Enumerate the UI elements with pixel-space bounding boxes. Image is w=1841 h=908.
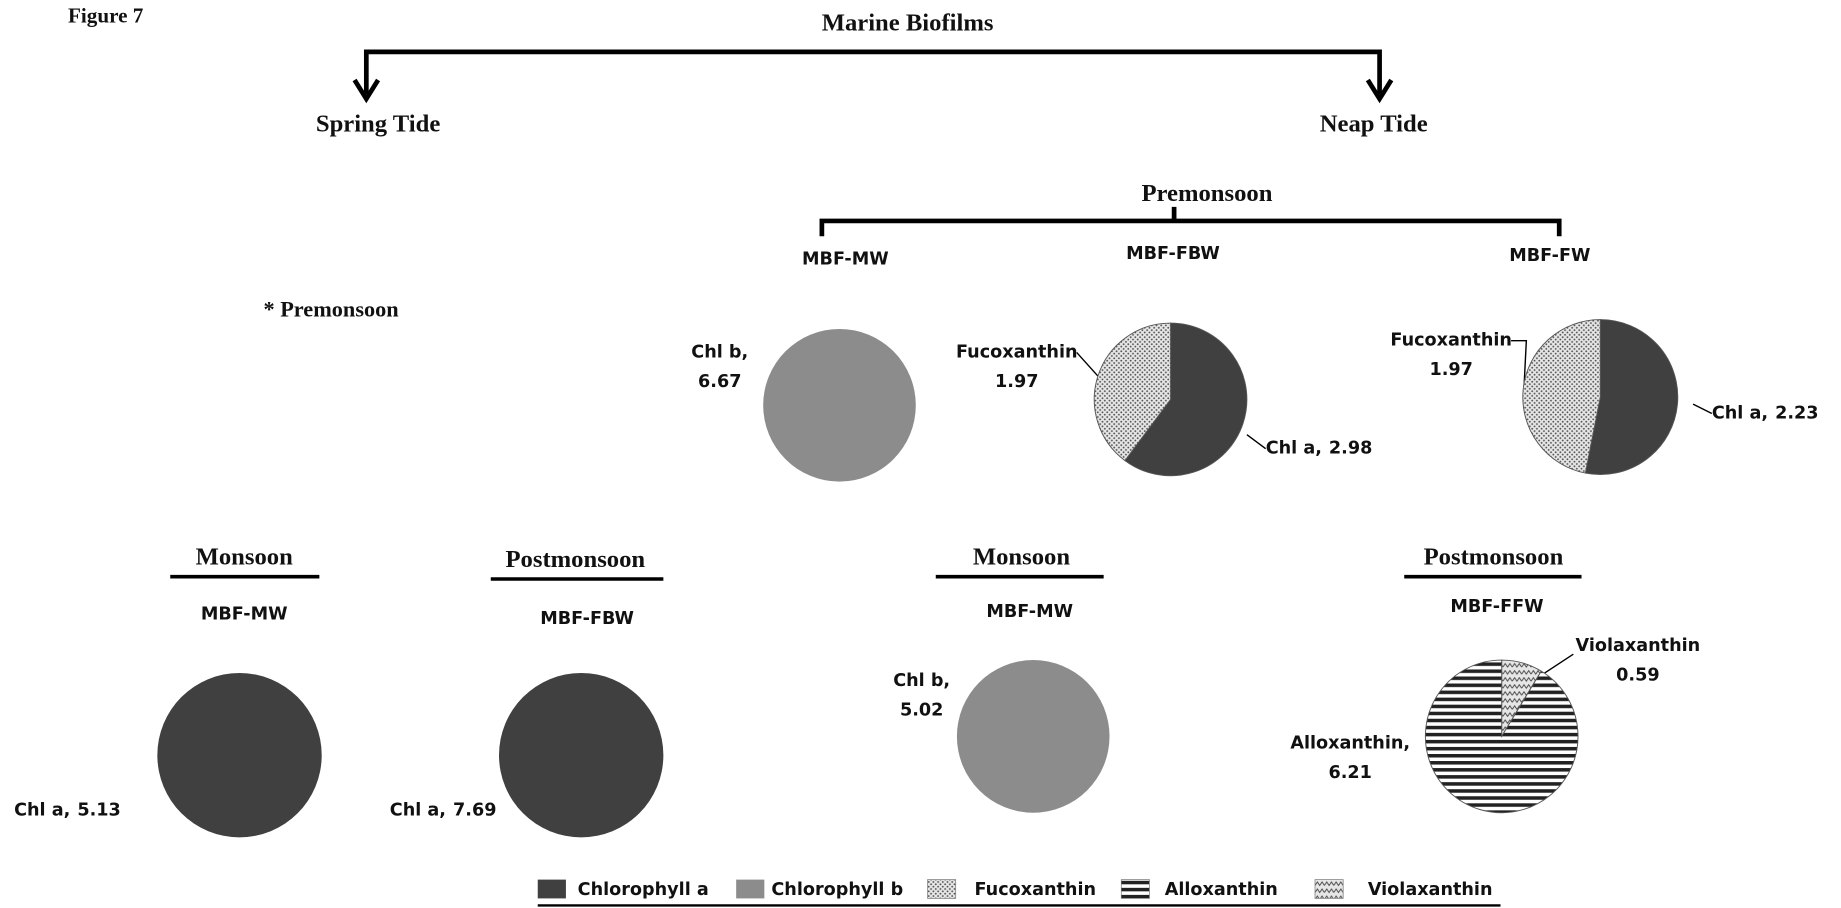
label-value: 7.69 xyxy=(453,800,496,820)
legend-swatch xyxy=(736,879,765,899)
pie-title: MBF-FW xyxy=(1509,246,1590,266)
pie-slice xyxy=(763,328,916,482)
season-heading: Postmonsoon xyxy=(1424,544,1564,571)
label-value: 5.02 xyxy=(900,701,943,721)
label-name: Fucoxanthin xyxy=(956,342,1078,362)
pie-slice xyxy=(1124,322,1248,477)
group-heading: Premonsoon xyxy=(1141,180,1272,207)
arrow xyxy=(1365,78,1394,104)
label-name: Violaxanthin xyxy=(1576,636,1701,656)
label-name: Fucoxanthin xyxy=(1390,331,1512,351)
label-name: Chl b, xyxy=(691,342,748,362)
legend-swatch xyxy=(1120,879,1150,899)
label-name: Alloxanthin, xyxy=(1290,733,1410,753)
legend-swatch xyxy=(537,879,566,899)
pie-slice xyxy=(1093,322,1172,462)
legend-label: Chlorophyll b xyxy=(771,880,903,900)
legend-swatch xyxy=(1314,879,1344,899)
legend-swatch xyxy=(927,879,957,899)
pie-slice xyxy=(1522,319,1601,474)
label-value: 0.59 xyxy=(1616,665,1659,685)
label-value: 5.13 xyxy=(77,800,120,820)
pie-slice xyxy=(1424,659,1579,814)
label-name: Chl a, xyxy=(14,800,70,820)
season-heading: Monsoon xyxy=(196,544,294,571)
label-value: 2.98 xyxy=(1329,439,1372,459)
data-label: Chl b, 6.67 xyxy=(691,342,748,391)
data-label: Chl a, 5.13 xyxy=(14,800,121,820)
pie-slice xyxy=(1584,319,1679,476)
pie-title: MBF-MW xyxy=(802,250,889,270)
legend-label: Fucoxanthin xyxy=(975,880,1097,900)
leader-line xyxy=(1076,339,1713,682)
arrow xyxy=(352,78,381,104)
pie-slice xyxy=(498,672,664,838)
data-label: Chl a, 7.69 xyxy=(390,800,497,820)
pie-slice xyxy=(157,672,322,838)
note: * Premonsoon xyxy=(263,296,399,321)
bracket xyxy=(819,206,1562,237)
pie-title: MBF-FBW xyxy=(1126,244,1220,264)
data-label: Fucoxanthin 1.97 xyxy=(956,342,1078,391)
legend-label: Chlorophyll a xyxy=(578,880,709,900)
data-label: Fucoxanthin 1.97 xyxy=(1390,331,1512,380)
label-name: Chl a, xyxy=(1712,403,1768,423)
pie-title: MBF-FBW xyxy=(540,609,634,629)
label-value: 2.23 xyxy=(1775,403,1818,423)
pie-title: MBF-FFW xyxy=(1450,597,1543,617)
branch-label: Neap Tide xyxy=(1320,110,1428,137)
label-name: Chl b, xyxy=(893,671,950,691)
label-value: 6.21 xyxy=(1328,763,1371,783)
season-heading: Monsoon xyxy=(973,544,1071,571)
label-name: Chl a, xyxy=(390,800,446,820)
figure-label: Figure 7 xyxy=(68,4,144,28)
legend-label: Violaxanthin xyxy=(1368,880,1493,900)
data-label: Chl b, 5.02 xyxy=(893,671,950,720)
data-label: Chl a, 2.98 xyxy=(1266,439,1373,459)
data-label: Chl a, 2.23 xyxy=(1712,403,1819,423)
legend-label: Alloxanthin xyxy=(1165,880,1278,900)
bracket xyxy=(363,49,1382,95)
pie-title: MBF-MW xyxy=(986,602,1073,622)
data-label: Violaxanthin 0.59 xyxy=(1576,636,1701,685)
label-value: 1.97 xyxy=(1429,360,1472,380)
label-name: Chl a, xyxy=(1266,439,1322,459)
season-heading: Postmonsoon xyxy=(505,546,645,573)
title: Marine Biofilms xyxy=(822,10,994,37)
label-value: 6.67 xyxy=(698,372,741,392)
pie-title: MBF-MW xyxy=(201,604,288,624)
branch-label: Spring Tide xyxy=(316,110,440,137)
pie-slice xyxy=(956,660,1110,813)
data-label: Alloxanthin, 6.21 xyxy=(1290,733,1410,782)
label-value: 1.97 xyxy=(995,372,1038,392)
